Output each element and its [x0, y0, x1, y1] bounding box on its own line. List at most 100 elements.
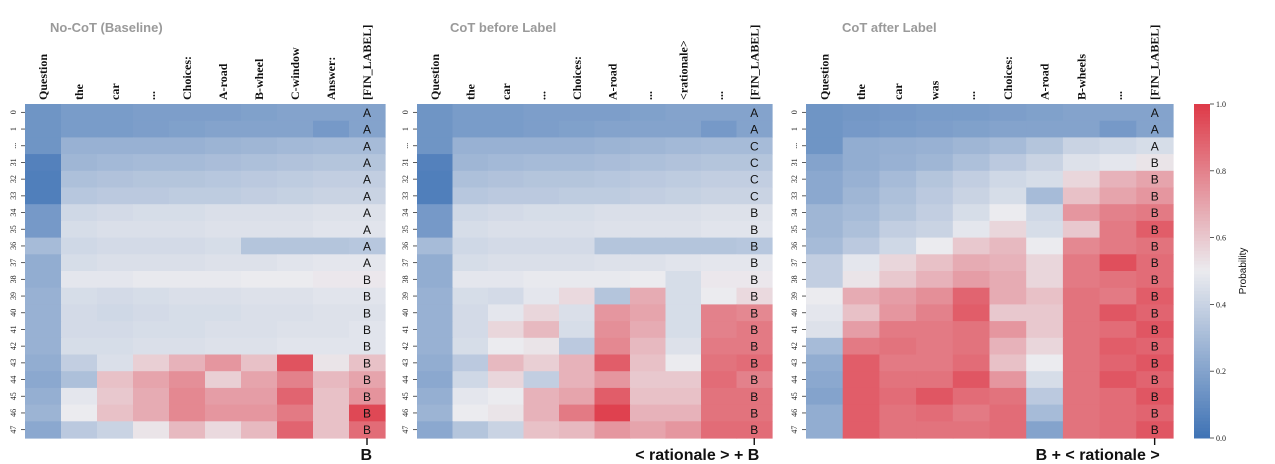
colorbar-segment: [1194, 387, 1210, 392]
heatmap-cell: [630, 137, 667, 155]
heatmap-cell: [630, 371, 667, 389]
heatmap-cell: [313, 154, 350, 172]
heatmap-cell: [952, 421, 991, 439]
column-label: ...: [534, 91, 548, 100]
heatmap-cell: [241, 387, 278, 406]
heatmap-cell: [842, 254, 880, 272]
heatmap-cell: [25, 137, 62, 155]
final-label-value: B: [363, 273, 371, 287]
heatmap-cell: [169, 154, 206, 172]
row-label: 45: [9, 392, 18, 400]
heatmap-cell: [25, 404, 62, 422]
colorbar-segment: [1194, 237, 1210, 242]
heatmap-cell: [559, 254, 596, 272]
heatmap-cell: [630, 271, 667, 289]
heatmap-cell: [241, 204, 278, 222]
heatmap-cell: [879, 371, 917, 389]
heatmap-cell: [842, 187, 880, 205]
heatmap-cell: [559, 304, 596, 322]
heatmap-cell: [277, 254, 314, 272]
heatmap-cell: [665, 187, 702, 205]
heatmap-cell: [952, 220, 991, 239]
heatmap-cell: [133, 371, 170, 389]
heatmap-cell: [25, 204, 62, 222]
heatmap-cell: [916, 137, 954, 155]
colorbar-segment: [1194, 304, 1210, 309]
heatmap-cell: [133, 170, 170, 189]
heatmap-cell: [701, 104, 738, 122]
heatmap-cell: [701, 404, 738, 422]
heatmap-cell: [665, 154, 702, 172]
colorbar-segment: [1194, 240, 1210, 245]
heatmap-cell: [313, 304, 350, 322]
heatmap-cell: [559, 371, 596, 389]
heatmap-cell: [989, 220, 1027, 239]
heatmap-cell: [879, 287, 917, 305]
heatmap-cell: [313, 354, 350, 372]
colorbar-segment: [1194, 230, 1210, 235]
heatmap-cell: [806, 271, 844, 289]
row-label: 41: [401, 325, 410, 333]
heatmap-cell: [97, 254, 134, 272]
heatmap-cell: [133, 387, 170, 406]
colorbar-segment: [1194, 324, 1210, 329]
row-label: 44: [9, 376, 18, 384]
heatmap-cell: [205, 387, 242, 406]
column-label: car: [108, 83, 122, 100]
heatmap-cell: [1099, 271, 1137, 289]
heatmap-cell: [630, 404, 667, 422]
row-label: 43: [401, 359, 410, 367]
final-label-value: B: [750, 406, 758, 420]
colorbar-segment: [1194, 357, 1210, 362]
heatmap-cell: [133, 137, 170, 155]
heatmap-cell: [916, 287, 954, 305]
heatmap-cell: [952, 337, 991, 356]
heatmap-cell: [1099, 354, 1137, 372]
row-label: 34: [790, 209, 799, 217]
row-label: 38: [790, 275, 799, 283]
heatmap-cell: [313, 421, 350, 439]
heatmap-cell: [916, 354, 954, 372]
heatmap-cell: [313, 220, 350, 239]
heatmap-cell: [1026, 304, 1064, 322]
colorbar-segment: [1194, 394, 1210, 399]
heatmap-cell: [488, 237, 525, 255]
heatmap-cell: [97, 154, 134, 172]
heatmap-cell: [594, 137, 631, 155]
heatmap-cell: [452, 187, 489, 205]
heatmap-cell: [736, 254, 773, 272]
final-label-value: B: [363, 406, 371, 420]
row-label: 43: [790, 359, 799, 367]
heatmap-cell: [806, 137, 844, 155]
heatmap-cell: [205, 304, 242, 322]
colorbar-segment: [1194, 117, 1210, 122]
heatmap-cell: [61, 337, 98, 356]
heatmap-cell: [1026, 104, 1064, 122]
heatmap-cell: [916, 321, 954, 339]
heatmap-cell: [488, 104, 525, 122]
heatmap-cell: [1062, 154, 1101, 172]
heatmap-cell: [1062, 120, 1101, 138]
heatmap-cell: [806, 321, 844, 339]
heatmap-cell: [594, 237, 631, 255]
colorbar-segment: [1194, 157, 1210, 162]
colorbar-segment: [1194, 114, 1210, 118]
heatmap-cell: [523, 271, 560, 289]
heatmap-cell: [452, 287, 489, 305]
heatmap-cell: [806, 187, 844, 205]
heatmap-cell: [1099, 387, 1137, 406]
heatmap-cell: [559, 287, 596, 305]
final-label-value: A: [363, 123, 371, 137]
heatmap-cell: [313, 137, 350, 155]
heatmap-cell: [417, 187, 454, 205]
heatmap-cell: [452, 220, 489, 239]
final-label-value: B: [750, 223, 758, 237]
colorbar-segment: [1194, 224, 1210, 229]
colorbar-segment: [1194, 260, 1210, 265]
heatmap-cell: [1062, 170, 1101, 189]
heatmap-cell: [169, 321, 206, 339]
heatmap-cell: [25, 421, 62, 439]
row-label: 32: [790, 175, 799, 183]
colorbar-segment: [1194, 174, 1210, 178]
final-label-value: B: [1151, 256, 1159, 270]
